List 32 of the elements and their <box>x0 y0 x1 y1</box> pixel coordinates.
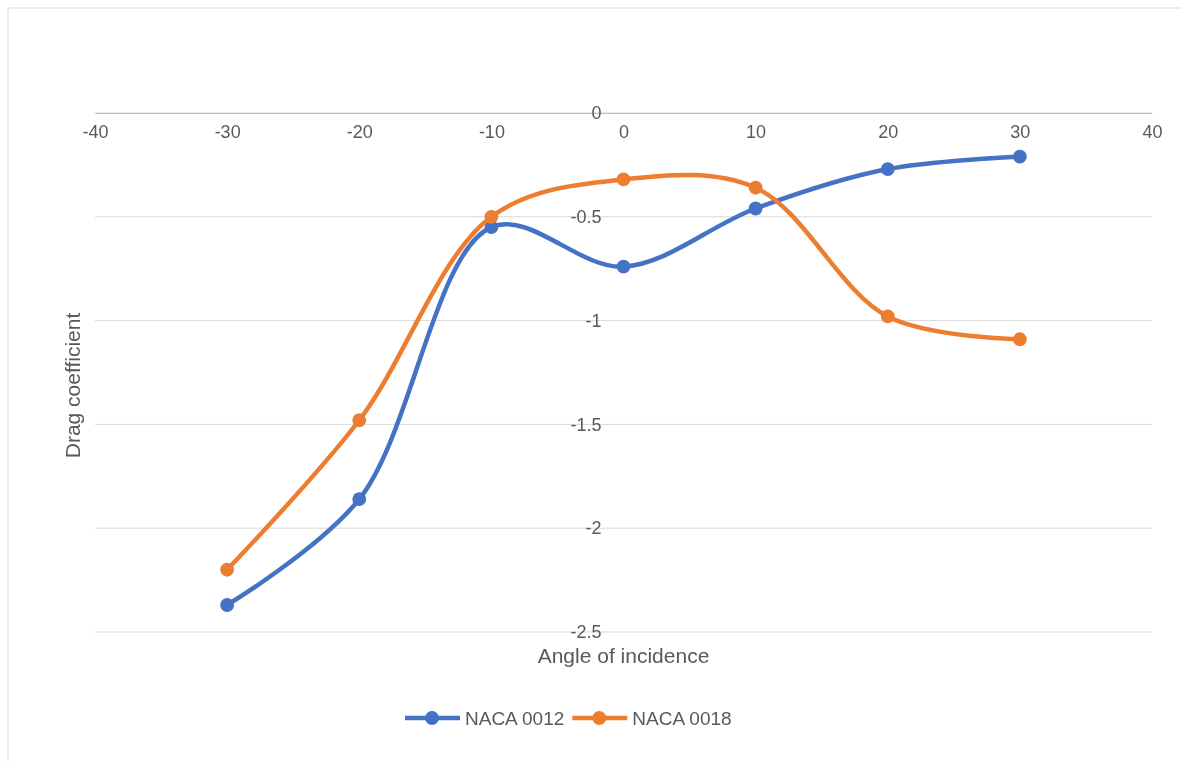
point <box>352 492 367 507</box>
point <box>484 209 499 224</box>
x-tick-label: -20 <box>346 121 373 142</box>
x-tick-label: 0 <box>618 121 630 142</box>
y-tick-label: -0.5 <box>570 207 602 228</box>
point <box>880 309 895 324</box>
point <box>220 598 235 612</box>
point <box>748 180 763 195</box>
y-tick-label: -1 <box>585 310 602 331</box>
y-tick-label: -1.5 <box>570 414 602 435</box>
point <box>616 172 631 187</box>
y-tick-label: -2 <box>585 518 602 539</box>
x-tick-label: 30 <box>1010 121 1031 142</box>
x-tick-label: 20 <box>878 121 899 142</box>
x-axis-title: Angle of incidence <box>537 644 710 667</box>
x-tick-label: -10 <box>478 121 505 142</box>
x-tick-label: -40 <box>82 121 109 142</box>
x-tick-label: 10 <box>746 121 767 142</box>
point <box>1012 149 1027 164</box>
y-axis-title: Drag coefficient <box>61 312 84 459</box>
legend-label: NACA 0018 <box>632 708 732 729</box>
point <box>748 201 763 216</box>
point <box>220 562 235 577</box>
y-tick-label: 0 <box>591 103 602 124</box>
x-tick-label: 40 <box>1142 121 1163 142</box>
x-tick-label: -30 <box>214 121 241 142</box>
point <box>616 259 631 274</box>
point <box>352 413 367 428</box>
legend-label: NACA 0012 <box>465 708 565 729</box>
y-tick-label: -2.5 <box>570 622 602 643</box>
point <box>880 162 895 176</box>
point <box>1012 332 1027 347</box>
